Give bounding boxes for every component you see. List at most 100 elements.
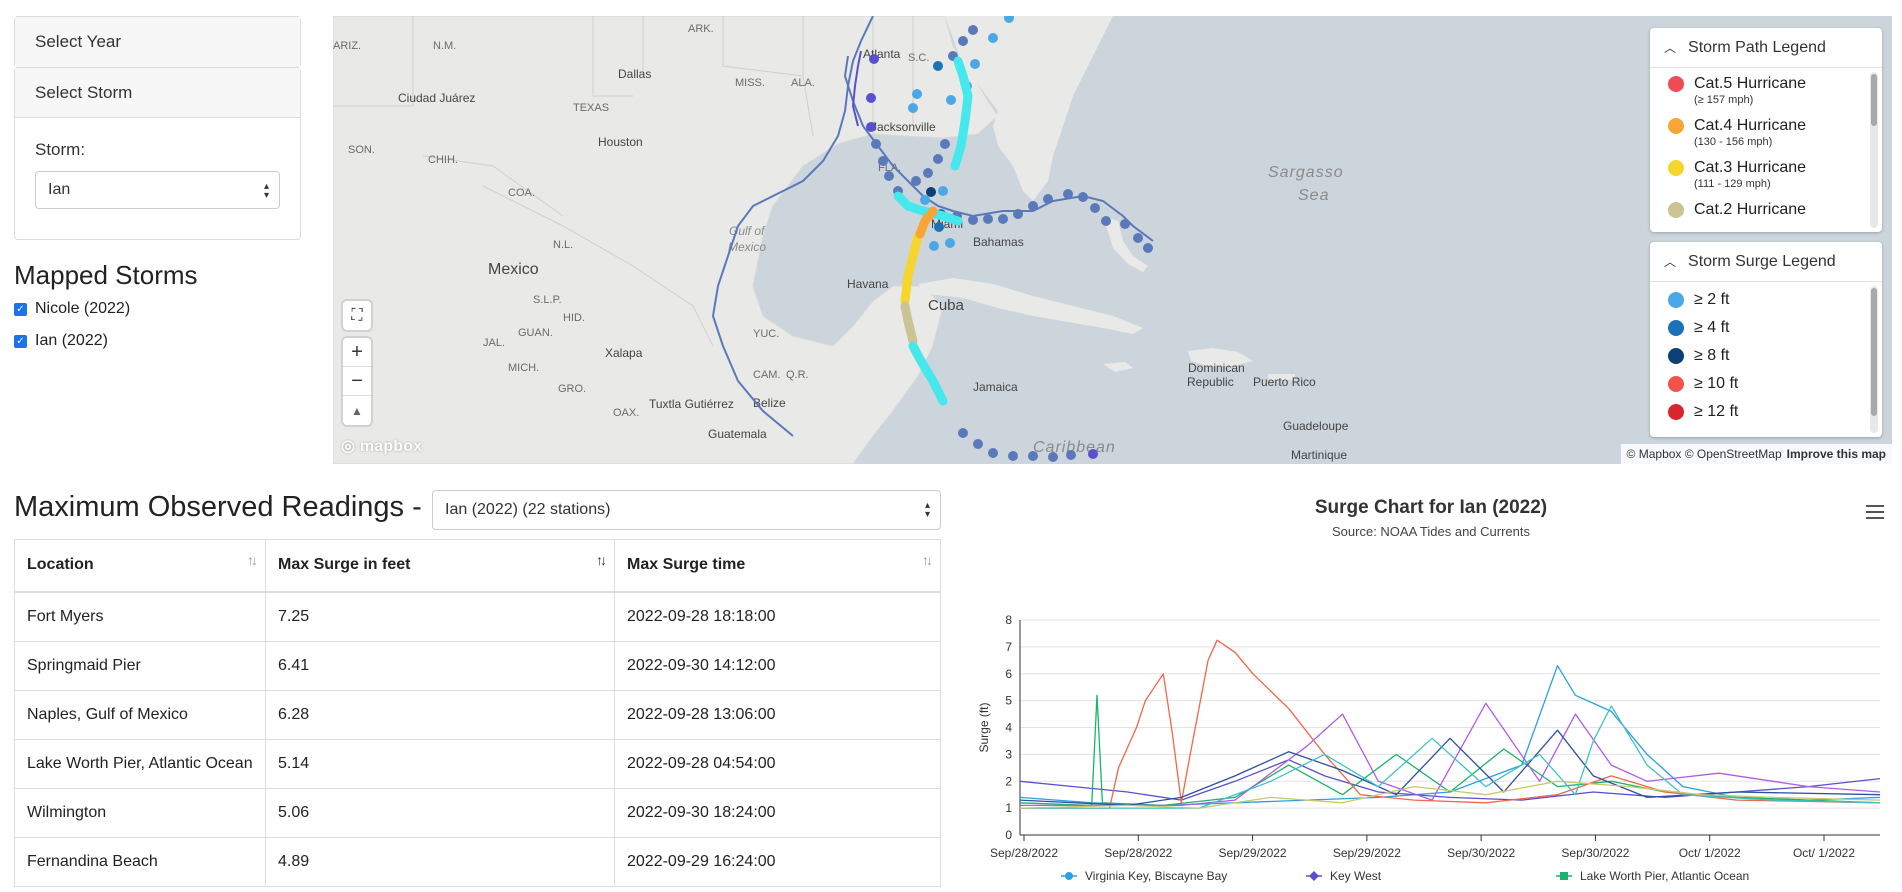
checkbox-checked-icon[interactable]: ✓ [14, 334, 27, 348]
map-label: SON. [348, 144, 375, 156]
legend-dot [1668, 202, 1684, 218]
cell-max-surge: 4.89 [265, 836, 615, 887]
map-label: Houston [598, 135, 643, 149]
checkbox-checked-icon[interactable]: ✓ [14, 302, 27, 316]
legend-scrollbar-thumb[interactable] [1871, 288, 1877, 416]
y-tick-label: 4 [1005, 721, 1012, 735]
legend-scrollbar-thumb[interactable] [1871, 74, 1877, 126]
y-tick-label: 5 [1005, 694, 1012, 708]
y-tick-label: 8 [1005, 613, 1012, 627]
legend-dot [1668, 320, 1684, 336]
improve-map-link[interactable]: Improve this map [1786, 447, 1886, 461]
zoom-in-button[interactable]: + [343, 338, 371, 367]
readings-title: Maximum Observed Readings - [14, 491, 422, 523]
cell-location: Fort Myers [14, 591, 266, 642]
cell-location: Wilmington [14, 787, 266, 838]
storm-path-legend-items: Cat.5 Hurricane (≥ 157 mph) Cat.4 Hurrica… [1650, 68, 1882, 232]
legend-name: Cat.4 Hurricane [1694, 117, 1807, 134]
map-label: ARK. [688, 23, 714, 35]
storm-select[interactable]: Ian ▴ ▾ [35, 171, 280, 209]
storm-surge-legend: ︿ Storm Surge Legend ≥ 2 ft ≥ 4 ft ≥ 8 f… [1650, 242, 1882, 437]
legend-label: Key West [1330, 869, 1382, 883]
legend-name: ≥ 4 ft [1694, 319, 1730, 336]
legend-name: Cat.3 Hurricane [1694, 159, 1807, 176]
map-label: Jamaica [973, 380, 1018, 394]
table-row[interactable]: Springmaid Pier 6.41 2022-09-30 14:12:00 [14, 640, 941, 691]
mapped-storm-ian[interactable]: ✓ Ian (2022) [14, 332, 108, 350]
storm-path-nicole-north [851, 50, 862, 127]
map-label: Xalapa [605, 346, 643, 360]
legend-marker [1560, 872, 1568, 880]
table-row[interactable]: Fort Myers 7.25 2022-09-28 18:18:00 [14, 591, 941, 642]
column-header-max-surge[interactable]: Max Surge in feet ↑↓ [265, 539, 615, 593]
chevron-up-icon: ︿ [1664, 41, 1677, 55]
fullscreen-icon[interactable]: ⛶ [351, 306, 363, 324]
legend-dot [1668, 404, 1684, 420]
x-tick-label: Sep/30/2022 [1561, 846, 1629, 860]
map-label: Republic [1187, 375, 1234, 389]
fullscreen-control[interactable]: ⛶ [343, 301, 371, 330]
land-jamaica [1103, 362, 1133, 372]
x-tick-label: Sep/30/2022 [1447, 846, 1515, 860]
legend-item: ≥ 4 ft [1668, 318, 1882, 337]
table-row[interactable]: Naples, Gulf of Mexico 6.28 2022-09-28 13:… [14, 689, 941, 740]
y-tick-label: 3 [1005, 747, 1012, 761]
legend-item: ≥ 2 ft [1668, 290, 1882, 309]
readings-table: Location ↑↓ Max Surge in feet ↑↓ Max Surge… [14, 539, 941, 887]
chevron-up-icon: ︿ [1664, 255, 1677, 269]
storm-path-ian-cat4 [915, 206, 938, 239]
select-storm-header[interactable]: Select Storm [15, 68, 300, 118]
select-storm-body: Storm: Ian ▴ ▾ [15, 118, 300, 239]
legend-scrollbar[interactable] [1870, 72, 1878, 228]
legend-range: (111 - 129 mph) [1694, 178, 1771, 190]
table-row[interactable]: Wilmington 5.06 2022-09-30 18:24:00 [14, 787, 941, 838]
map-label: TEXAS [573, 102, 609, 114]
select-year-header[interactable]: Select Year [15, 17, 300, 67]
map-label: Belize [753, 396, 786, 410]
table-row[interactable]: Fernandina Beach 4.89 2022-09-29 16:24:00 [14, 836, 941, 887]
land-hispaniola [1188, 348, 1253, 366]
legend-item: ≥ 8 ft [1668, 346, 1882, 365]
station-select-value: Ian (2022) (22 stations) [445, 501, 611, 518]
map-label: OAX. [613, 407, 639, 419]
zoom-out-button[interactable]: − [343, 367, 371, 396]
storm-path-legend-title: Storm Path Legend [1688, 38, 1826, 56]
map-label: Tuxtla Gutiérrez [649, 397, 734, 411]
x-tick-label: Sep/29/2022 [1219, 846, 1287, 860]
map-labels: ARIZ. N.M. ARK. MISS. ALA. S.C. Dallas T… [333, 23, 1349, 462]
legend-item: Cat.5 Hurricane (≥ 157 mph) [1668, 74, 1882, 108]
cell-max-surge: 7.25 [265, 591, 615, 642]
mapped-storm-nicole[interactable]: ✓ Nicole (2022) [14, 300, 130, 318]
sort-icon[interactable]: ↑↓ [922, 552, 933, 568]
storm-path-legend-header[interactable]: ︿ Storm Path Legend [1650, 28, 1882, 68]
storm-path-nicole-ts [950, 56, 973, 171]
x-tick-label: Oct/ 1/2022 [1793, 846, 1855, 860]
storm-path-ian-intensity [893, 191, 963, 226]
mapped-storms-title: Mapped Storms [14, 260, 198, 290]
storm-map[interactable]: ARIZ. N.M. ARK. MISS. ALA. S.C. Dallas T… [333, 16, 1892, 464]
map-label: MICH. [508, 362, 539, 374]
legend-item: ≥ 10 ft [1668, 374, 1882, 393]
map-label: CAM. [753, 369, 781, 381]
x-tick-label: Sep/29/2022 [1333, 846, 1401, 860]
table-row[interactable]: Lake Worth Pier, Atlantic Ocean 5.14 2022-… [14, 738, 941, 789]
series-line [1019, 694, 1881, 807]
map-label: Dallas [618, 67, 651, 81]
storm-surge-legend-header[interactable]: ︿ Storm Surge Legend [1650, 242, 1882, 282]
compass-icon[interactable]: ▲ [351, 403, 363, 418]
sort-desc-icon[interactable]: ↑↓ [596, 552, 607, 568]
station-select[interactable]: Ian (2022) (22 stations) ▴ ▾ [432, 490, 941, 530]
column-header-max-surge-time[interactable]: Max Surge time ↑↓ [614, 539, 941, 593]
storm-label: Storm: [35, 140, 86, 159]
surge-chart: Surge Chart for Ian (2022) Source: NOAA … [970, 490, 1892, 892]
legend-dot [1668, 292, 1684, 308]
sort-icon[interactable]: ↑↓ [247, 552, 258, 568]
select-caret-icon: ▴ ▾ [924, 500, 930, 520]
map-label: Bahamas [973, 235, 1024, 249]
legend-scrollbar[interactable] [1870, 286, 1878, 433]
chart-menu-icon[interactable] [1866, 505, 1884, 523]
legend-marker [1065, 872, 1073, 880]
column-header-location[interactable]: Location ↑↓ [14, 539, 266, 593]
legend-name: Cat.2 Hurricane [1694, 201, 1807, 218]
cell-location: Lake Worth Pier, Atlantic Ocean [14, 738, 266, 789]
